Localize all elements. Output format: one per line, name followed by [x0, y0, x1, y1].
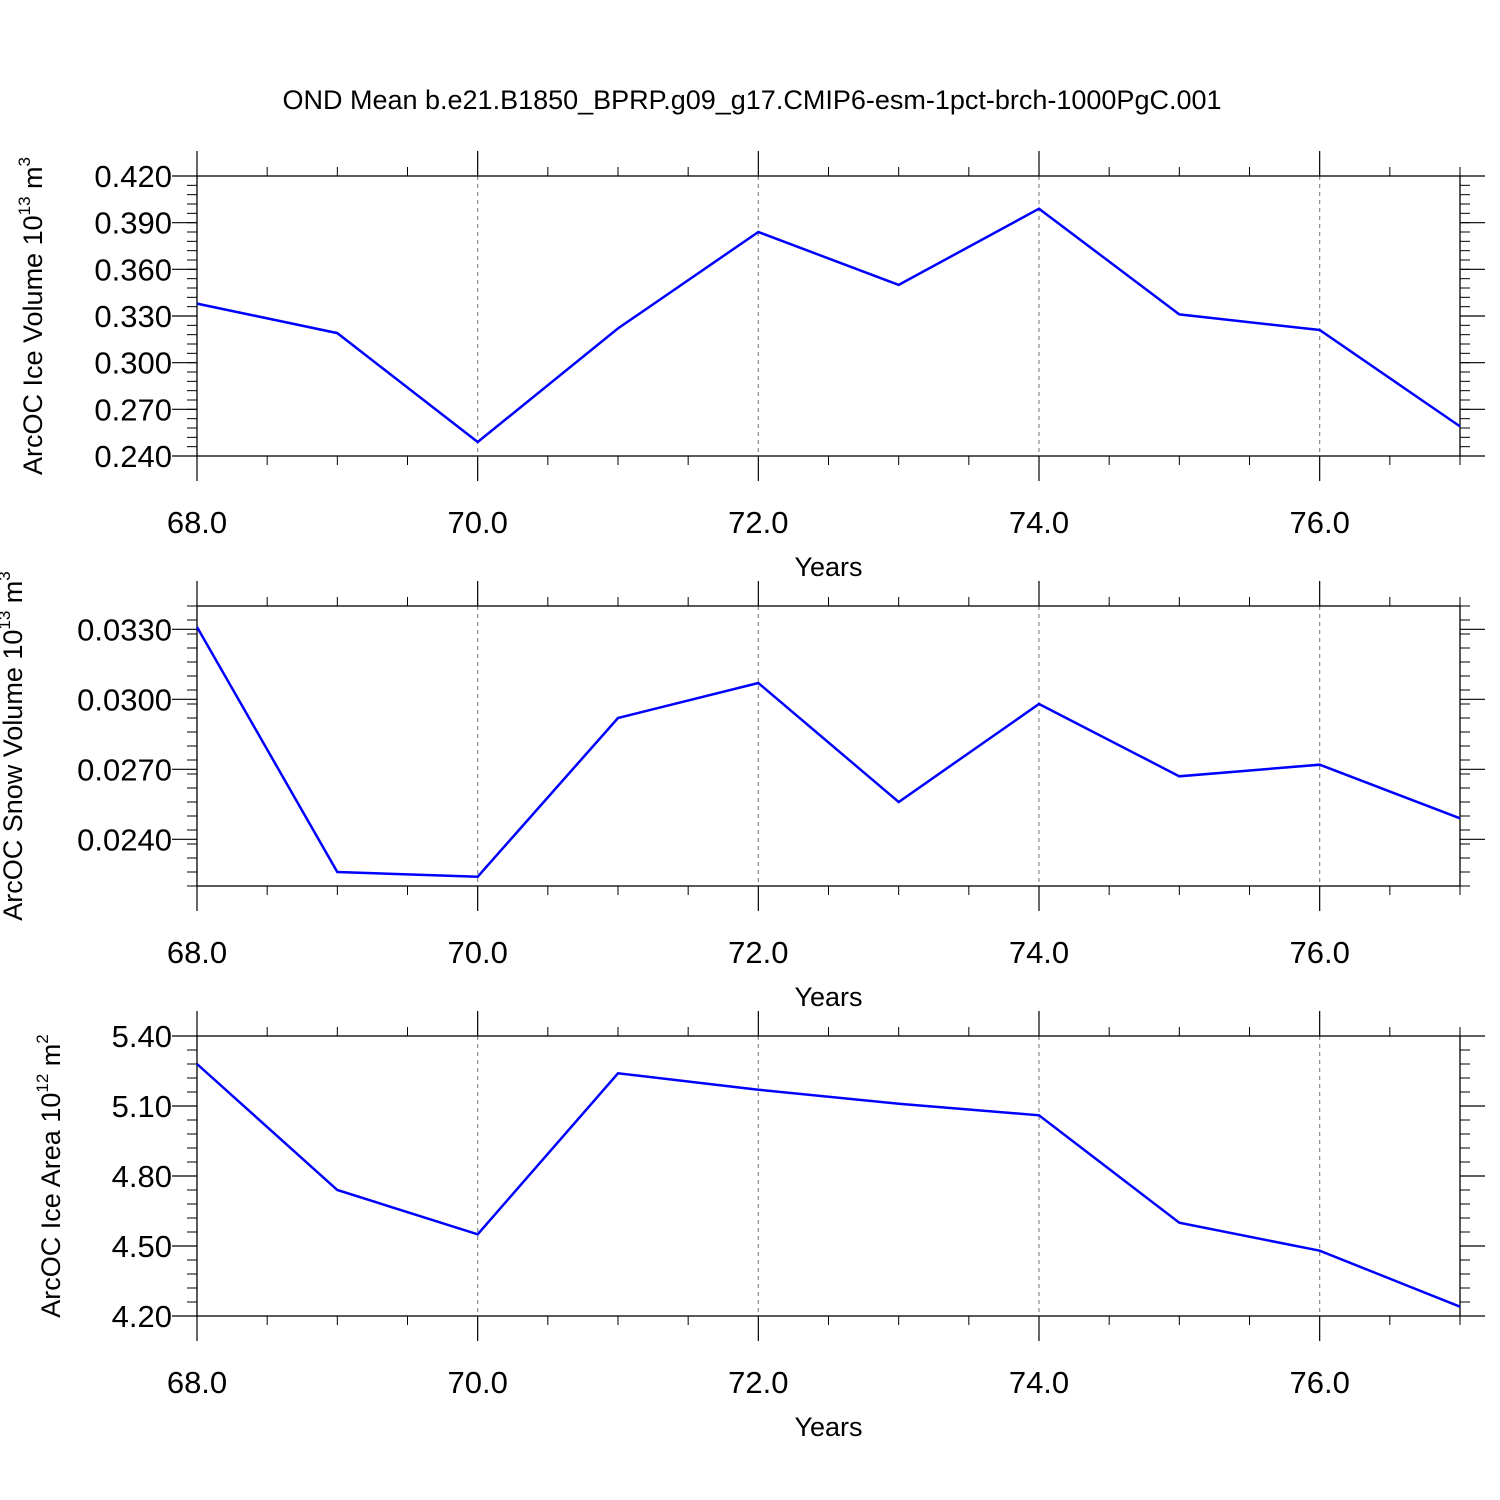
y-tick-label: 0.330: [94, 299, 172, 334]
y-axis-label: ArcOC Ice Area 1012 m2: [33, 1034, 66, 1318]
y-tick-label: 5.40: [112, 1019, 172, 1054]
y-axis-label-exponent: 13: [0, 611, 14, 630]
y-axis-label: ArcOC Snow Volume 1013 m3: [0, 571, 28, 921]
x-tick-label: 68.0: [167, 1365, 227, 1400]
y-axis-label-exponent: 12: [33, 1074, 52, 1093]
series-line: [196, 1063, 1461, 1308]
y-axis-label: ArcOC Ice Volume 1013 m3: [15, 157, 48, 475]
plot-frame: [196, 1035, 1461, 1317]
y-axis-label-unit-exponent: 3: [15, 157, 34, 166]
y-tick-label: 0.360: [94, 252, 172, 287]
series-line: [196, 207, 1461, 444]
x-tick-label: 76.0: [1289, 505, 1349, 540]
x-tick-label: 70.0: [447, 505, 507, 540]
y-axis-label-text: ArcOC Ice Volume 10: [18, 215, 48, 475]
y-axis-label-unit: m: [0, 581, 28, 611]
x-tick-label: 72.0: [728, 935, 788, 970]
x-axis-label: Years: [794, 982, 862, 1012]
y-tick-label: 4.50: [112, 1229, 172, 1264]
x-tick-label: 74.0: [1009, 935, 1069, 970]
x-tick-label: 70.0: [447, 935, 507, 970]
x-axis-label: Years: [794, 1412, 862, 1442]
y-tick-label: 0.0270: [77, 752, 172, 787]
y-tick-label: 0.0240: [77, 822, 172, 857]
y-tick-label: 0.390: [94, 206, 172, 241]
plot-frame: [196, 175, 1461, 457]
y-tick-label: 0.0330: [77, 612, 172, 647]
y-axis-label-unit-exponent: 2: [33, 1034, 52, 1043]
x-tick-label: 76.0: [1289, 1365, 1349, 1400]
y-axis-label-unit: m: [36, 1044, 66, 1074]
y-tick-label: 0.0300: [77, 682, 172, 717]
x-axis-label: Years: [794, 552, 862, 582]
x-tick-label: 74.0: [1009, 505, 1069, 540]
y-tick-label: 4.80: [112, 1159, 172, 1194]
plot-frame: [196, 605, 1461, 887]
chart-title: OND Mean b.e21.B1850_BPRP.g09_g17.CMIP6-…: [282, 85, 1221, 115]
y-tick-label: 0.270: [94, 392, 172, 427]
y-tick-label: 5.10: [112, 1089, 172, 1124]
y-axis-label-unit: m: [18, 166, 48, 196]
y-tick-label: 4.20: [112, 1299, 172, 1334]
x-tick-label: 68.0: [167, 935, 227, 970]
x-tick-label: 68.0: [167, 505, 227, 540]
x-tick-label: 72.0: [728, 505, 788, 540]
x-tick-label: 74.0: [1009, 1365, 1069, 1400]
chart-panel-2: 68.0 70.0 72.0 74.0 76.0 0.0240 0.0270 0.0300 0.…: [0, 571, 1485, 1012]
chart-panel-3: 68.0 70.0 72.0 74.0 76.0 4.20 4.50 4.80 5.10 5.40…: [33, 1011, 1485, 1442]
chart-panel-1: 68.0 70.0 72.0 74.0 76.0 0.240 0.270 0.300 0.330…: [15, 151, 1485, 582]
y-tick-label: 0.300: [94, 346, 172, 381]
x-tick-label: 72.0: [728, 1365, 788, 1400]
y-axis-label-exponent: 13: [15, 196, 34, 215]
x-tick-label: 70.0: [447, 1365, 507, 1400]
y-axis-label-text: ArcOC Snow Volume 10: [0, 630, 28, 921]
y-axis-label-unit-exponent: 3: [0, 571, 14, 580]
y-axis-label-text: ArcOC Ice Area 10: [36, 1093, 66, 1318]
series-line: [195, 626, 1461, 878]
y-tick-label: 0.240: [94, 439, 172, 474]
y-tick-label: 0.420: [94, 159, 172, 194]
x-tick-label: 76.0: [1289, 935, 1349, 970]
